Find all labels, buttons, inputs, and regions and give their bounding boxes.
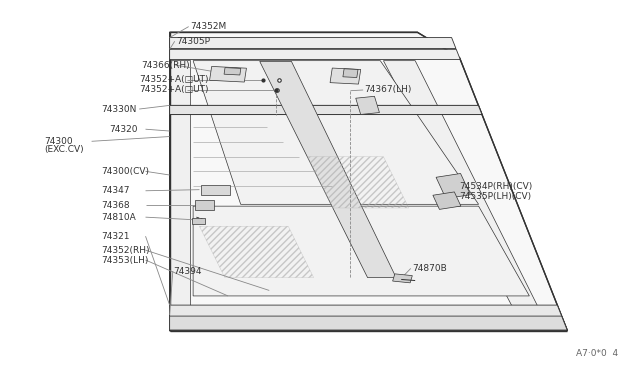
Text: 74300: 74300 [44,137,73,146]
Polygon shape [330,68,361,84]
Polygon shape [192,218,205,224]
Polygon shape [343,69,358,77]
Text: 74320: 74320 [109,125,137,134]
Polygon shape [260,61,396,278]
Polygon shape [170,32,568,331]
Polygon shape [170,49,460,60]
Polygon shape [209,67,246,82]
Text: 74305P: 74305P [176,37,210,46]
Polygon shape [392,274,412,283]
Polygon shape [193,61,479,204]
Polygon shape [201,185,230,195]
Polygon shape [433,192,461,209]
Text: 74352(RH): 74352(RH) [101,246,150,254]
Polygon shape [195,201,214,210]
Text: 74810A: 74810A [101,213,136,222]
Polygon shape [383,61,543,316]
Polygon shape [436,173,470,199]
Polygon shape [170,38,456,49]
Text: 74394: 74394 [173,266,202,276]
Text: 74300(CV): 74300(CV) [101,167,149,176]
Text: 74368: 74368 [101,201,130,210]
Text: 74347: 74347 [101,186,130,195]
Polygon shape [170,60,190,315]
Text: 74352+A(□UT): 74352+A(□UT) [139,75,209,84]
Text: A7·0*0  4: A7·0*0 4 [576,349,618,358]
Text: 74367(LH): 74367(LH) [364,86,412,94]
Text: 74535P(LH)(CV): 74535P(LH)(CV) [460,192,532,201]
Text: (EXC.CV): (EXC.CV) [44,145,84,154]
Text: 74321: 74321 [101,232,130,241]
Text: 74330N: 74330N [101,105,136,113]
Text: 74534P(RH)(CV): 74534P(RH)(CV) [460,182,533,191]
Text: 74870B: 74870B [412,264,447,273]
Text: 74353(LH): 74353(LH) [101,256,148,264]
Text: 74352+A(□UT): 74352+A(□UT) [139,86,209,94]
Text: 74352M: 74352M [190,22,226,31]
Polygon shape [170,305,567,330]
Polygon shape [170,316,567,330]
Text: 74366(RH): 74366(RH) [141,61,189,70]
Polygon shape [193,206,529,296]
Polygon shape [224,68,241,75]
Polygon shape [170,105,482,115]
Polygon shape [356,96,380,115]
